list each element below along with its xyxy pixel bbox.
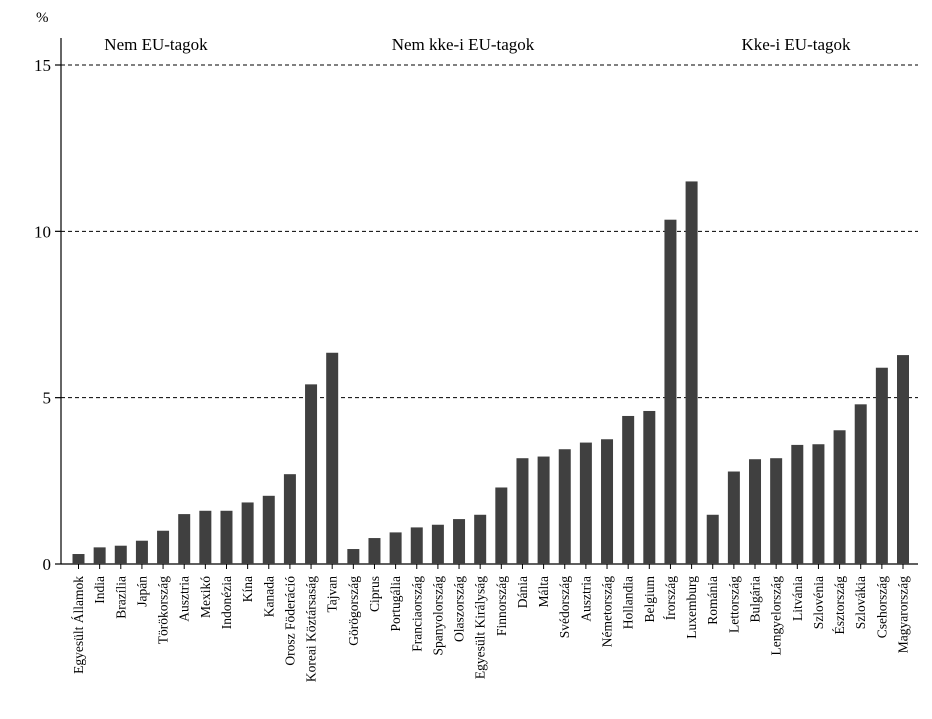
bar-36 — [833, 430, 846, 564]
y-tick-label-0: 0 — [43, 555, 52, 574]
x-tick-label-2: Brazília — [113, 576, 128, 619]
x-tick-label-4: Törökország — [156, 576, 171, 644]
x-tick-label-1: India — [92, 576, 107, 604]
y-tick-label-5: 5 — [43, 389, 52, 408]
bar-37 — [854, 404, 867, 564]
x-tick-label-32: Bulgária — [748, 576, 763, 623]
x-tick-label-15: Portugália — [388, 576, 403, 632]
bar-10 — [283, 474, 296, 564]
x-tick-label-20: Finnország — [494, 576, 509, 636]
bar-8 — [241, 502, 254, 564]
bar-20 — [495, 487, 508, 564]
x-tick-label-22: Málta — [536, 576, 551, 608]
bar-21 — [516, 458, 529, 564]
bar-32 — [749, 459, 762, 564]
gridlines — [61, 64, 918, 399]
x-tick-label-10: Orosz Föderáció — [282, 576, 297, 666]
x-tick-label-26: Hollandia — [621, 576, 636, 629]
x-tick-label-6: Mexikó — [198, 576, 213, 618]
x-tick-label-33: Lengyelország — [769, 576, 784, 656]
group-label-1: Nem kke-i EU-tagok — [392, 35, 535, 54]
bar-28 — [664, 219, 677, 564]
bar-3 — [135, 540, 148, 564]
bar-23 — [558, 449, 571, 564]
x-tick-label-29: Luxemburg — [684, 576, 699, 639]
x-tick-label-21: Dánia — [515, 576, 530, 608]
x-tick-label-37: Szlovákia — [853, 576, 868, 629]
x-tick-label-24: Ausztria — [578, 576, 593, 622]
x-tick-label-18: Olaszország — [452, 576, 467, 642]
bar-35 — [812, 444, 825, 564]
bar-33 — [770, 458, 783, 564]
x-tick-label-34: Litvánia — [790, 576, 805, 621]
bar-15 — [389, 532, 402, 564]
bar-14 — [368, 538, 381, 564]
x-tick-label-31: Lettország — [726, 576, 741, 633]
x-tick-label-11: Koreai Köztársaság — [304, 576, 319, 682]
bar-9 — [262, 495, 275, 564]
y-axis-unit-label: % — [36, 10, 49, 26]
x-tick-label-9: Kanada — [261, 576, 276, 617]
x-tick-label-13: Görögország — [346, 576, 361, 646]
bar-19 — [474, 514, 487, 564]
bar-18 — [453, 519, 466, 564]
group-labels: Nem EU-tagok Nem kke-i EU-tagok Kke-i EU-t… — [104, 35, 851, 54]
bar-6 — [199, 510, 212, 564]
bar-27 — [643, 410, 656, 564]
bar-1 — [93, 547, 106, 564]
x-tick-label-8: Kína — [240, 576, 255, 602]
bar-0 — [72, 554, 85, 564]
group-label-0: Nem EU-tagok — [104, 35, 208, 54]
x-tick-label-28: Írország — [663, 576, 678, 620]
x-tick-label-30: Románia — [705, 576, 720, 625]
x-tick-label-14: Ciprus — [367, 576, 382, 612]
bar-13 — [347, 549, 360, 564]
x-tick-label-19: Egyesült Királyság — [473, 576, 488, 679]
x-tick-label-12: Tajvan — [325, 576, 340, 613]
y-tick-label-15: 15 — [34, 56, 51, 75]
x-axis-labels: Egyesült Államok India Brazília Japán Töröko… — [71, 564, 911, 682]
bar-31 — [727, 471, 740, 564]
bar-5 — [178, 514, 191, 564]
x-tick-label-39: Magyarország — [896, 576, 911, 653]
x-tick-label-0: Egyesült Államok — [71, 576, 86, 674]
x-tick-label-23: Svédország — [557, 576, 572, 638]
bar-30 — [706, 514, 719, 564]
bar-22 — [537, 456, 550, 564]
bars — [72, 181, 909, 564]
group-label-2: Kke-i EU-tagok — [741, 35, 851, 54]
x-tick-label-35: Szlovénia — [811, 576, 826, 629]
x-tick-label-38: Csehország — [874, 576, 889, 638]
bar-34 — [791, 444, 804, 564]
x-tick-label-16: Franciaország — [409, 576, 424, 652]
bar-11 — [305, 384, 318, 564]
bar-38 — [875, 367, 888, 564]
bar-29 — [685, 181, 698, 564]
y-tick-label-10: 10 — [34, 222, 51, 241]
bar-7 — [220, 510, 233, 564]
x-tick-label-3: Japán — [134, 576, 149, 607]
x-tick-label-17: Spanyolország — [430, 576, 445, 656]
x-tick-label-25: Németország — [600, 576, 615, 647]
bar-26 — [622, 415, 635, 564]
bar-24 — [579, 442, 592, 564]
bar-2 — [114, 545, 127, 564]
bar-12 — [326, 352, 339, 564]
x-tick-label-36: Észtország — [832, 576, 847, 635]
bar-4 — [157, 530, 170, 564]
y-axis: 0 5 10 15 — [34, 38, 918, 574]
x-tick-label-5: Ausztria — [177, 576, 192, 622]
bar-16 — [410, 527, 423, 564]
bar-25 — [601, 439, 614, 564]
x-tick-label-7: Indonézia — [219, 576, 234, 629]
x-tick-label-27: Belgium — [642, 576, 657, 623]
bar-17 — [431, 524, 444, 564]
bar-39 — [897, 355, 909, 564]
